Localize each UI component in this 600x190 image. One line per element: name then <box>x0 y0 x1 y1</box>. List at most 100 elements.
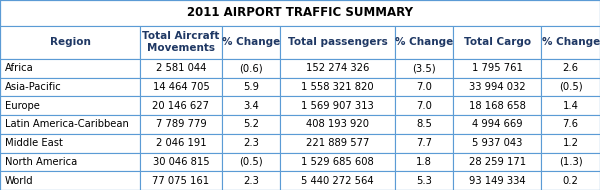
Text: 93 149 334: 93 149 334 <box>469 176 526 186</box>
Text: 5 937 043: 5 937 043 <box>472 138 523 148</box>
Text: 7.0: 7.0 <box>416 101 432 111</box>
Text: Total Cargo: Total Cargo <box>464 37 531 47</box>
Bar <box>453 78 541 96</box>
Bar <box>395 78 453 96</box>
Bar <box>280 96 395 115</box>
Text: 3.4: 3.4 <box>243 101 259 111</box>
Text: World: World <box>5 176 34 186</box>
Text: 221 889 577: 221 889 577 <box>306 138 369 148</box>
Text: 77 075 161: 77 075 161 <box>152 176 209 186</box>
Text: 1 558 321 820: 1 558 321 820 <box>301 82 374 92</box>
Text: Europe: Europe <box>5 101 40 111</box>
Bar <box>280 153 395 171</box>
Bar <box>453 115 541 134</box>
Text: Latin America-Caribbean: Latin America-Caribbean <box>5 120 128 129</box>
Bar <box>395 59 453 78</box>
Bar <box>280 78 395 96</box>
Text: (0.5): (0.5) <box>239 157 263 167</box>
Bar <box>222 59 280 78</box>
Text: 0.2: 0.2 <box>563 176 578 186</box>
Bar <box>541 115 600 134</box>
Bar <box>541 153 600 171</box>
Text: Total Aircraft
Movements: Total Aircraft Movements <box>142 32 220 53</box>
Bar <box>395 96 453 115</box>
Text: 5 440 272 564: 5 440 272 564 <box>301 176 374 186</box>
Bar <box>140 171 222 190</box>
Text: 2.3: 2.3 <box>243 176 259 186</box>
Text: 2.6: 2.6 <box>563 63 578 73</box>
Text: 28 259 171: 28 259 171 <box>469 157 526 167</box>
Text: Middle East: Middle East <box>5 138 62 148</box>
Text: (0.5): (0.5) <box>559 82 583 92</box>
Text: 7.6: 7.6 <box>563 120 578 129</box>
Bar <box>0 0 600 26</box>
Text: 152 274 326: 152 274 326 <box>306 63 369 73</box>
Text: 5.2: 5.2 <box>243 120 259 129</box>
Bar <box>541 59 600 78</box>
Text: 2 581 044: 2 581 044 <box>156 63 206 73</box>
Text: Total passengers: Total passengers <box>287 37 388 47</box>
Bar <box>140 78 222 96</box>
Text: 4 994 669: 4 994 669 <box>472 120 523 129</box>
Bar <box>0 153 140 171</box>
Bar <box>140 26 222 59</box>
Text: 1 795 761: 1 795 761 <box>472 63 523 73</box>
Bar <box>0 96 140 115</box>
Bar <box>222 134 280 153</box>
Text: 2 046 191: 2 046 191 <box>155 138 206 148</box>
Text: 2011 AIRPORT TRAFFIC SUMMARY: 2011 AIRPORT TRAFFIC SUMMARY <box>187 6 413 19</box>
Bar <box>280 59 395 78</box>
Bar <box>280 26 395 59</box>
Text: 1 529 685 608: 1 529 685 608 <box>301 157 374 167</box>
Bar <box>541 134 600 153</box>
Bar <box>280 134 395 153</box>
Text: 7.7: 7.7 <box>416 138 432 148</box>
Text: 5.9: 5.9 <box>243 82 259 92</box>
Bar <box>541 78 600 96</box>
Bar <box>541 171 600 190</box>
Bar <box>453 153 541 171</box>
Bar <box>0 134 140 153</box>
Text: 8.5: 8.5 <box>416 120 432 129</box>
Text: Africa: Africa <box>5 63 34 73</box>
Text: (3.5): (3.5) <box>412 63 436 73</box>
Text: 1.2: 1.2 <box>563 138 578 148</box>
Bar <box>140 153 222 171</box>
Bar <box>541 96 600 115</box>
Bar <box>222 115 280 134</box>
Bar <box>453 96 541 115</box>
Bar <box>140 115 222 134</box>
Bar <box>280 171 395 190</box>
Text: 33 994 032: 33 994 032 <box>469 82 526 92</box>
Bar <box>453 171 541 190</box>
Bar <box>222 153 280 171</box>
Bar <box>395 115 453 134</box>
Bar <box>395 26 453 59</box>
Bar <box>453 59 541 78</box>
Text: 1 569 907 313: 1 569 907 313 <box>301 101 374 111</box>
Text: 2.3: 2.3 <box>243 138 259 148</box>
Text: % Change: % Change <box>395 37 453 47</box>
Text: 14 464 705: 14 464 705 <box>152 82 209 92</box>
Bar <box>222 96 280 115</box>
Bar <box>140 96 222 115</box>
Bar <box>222 78 280 96</box>
Text: 408 193 920: 408 193 920 <box>306 120 369 129</box>
Text: % Change: % Change <box>222 37 280 47</box>
Bar <box>222 26 280 59</box>
Text: Asia-Pacific: Asia-Pacific <box>5 82 62 92</box>
Bar <box>395 134 453 153</box>
Bar <box>453 26 541 59</box>
Bar <box>0 115 140 134</box>
Bar <box>0 26 140 59</box>
Text: (1.3): (1.3) <box>559 157 583 167</box>
Text: 20 146 627: 20 146 627 <box>152 101 209 111</box>
Bar <box>140 59 222 78</box>
Text: 1.4: 1.4 <box>563 101 578 111</box>
Text: 7 789 779: 7 789 779 <box>155 120 206 129</box>
Bar <box>0 78 140 96</box>
Bar <box>395 171 453 190</box>
Text: Region: Region <box>50 37 91 47</box>
Bar <box>395 153 453 171</box>
Text: North America: North America <box>5 157 77 167</box>
